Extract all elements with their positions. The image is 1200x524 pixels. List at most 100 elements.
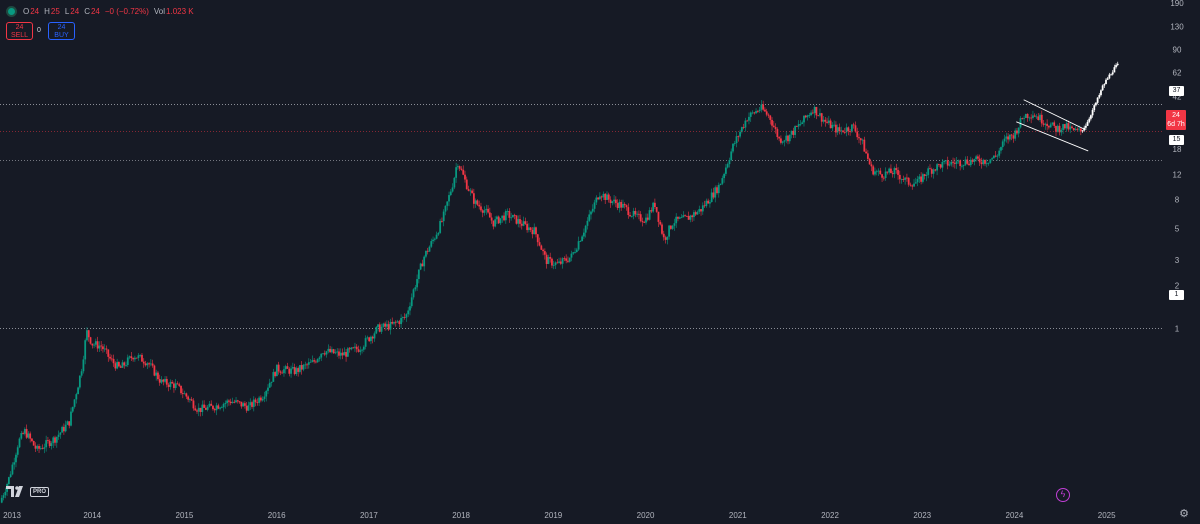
tradingview-logo[interactable]: PRO	[6, 486, 50, 497]
candle-body	[339, 352, 342, 356]
candle-body	[602, 193, 605, 198]
candle-body	[694, 212, 697, 215]
candle-body	[48, 440, 51, 447]
low-label: L	[64, 6, 70, 16]
candle-body	[36, 446, 39, 449]
candle-body	[396, 321, 399, 323]
candle-body	[318, 357, 321, 360]
candle-body	[950, 161, 953, 165]
candle-body	[888, 168, 891, 173]
spread-value: 0	[37, 27, 41, 34]
candle-body	[233, 401, 236, 403]
candle-body	[724, 167, 727, 174]
candle-body	[123, 362, 126, 366]
candle-body	[412, 289, 415, 298]
candle-body	[171, 381, 174, 384]
candle-body	[579, 241, 582, 242]
candle-body	[726, 164, 729, 168]
candle-body	[765, 111, 768, 115]
candle-body	[71, 406, 74, 412]
candle-body	[645, 217, 647, 223]
candle-body	[332, 349, 335, 354]
candle-body	[38, 446, 40, 449]
candle-body	[945, 160, 947, 162]
candle-body	[39, 447, 42, 449]
candle-body	[64, 424, 67, 432]
candle-body	[748, 116, 750, 121]
candle-body	[1056, 125, 1059, 132]
candle-body	[373, 333, 376, 339]
projection-body	[1081, 130, 1084, 132]
candle-body	[641, 221, 644, 223]
candle-body	[364, 338, 367, 347]
candle-body	[405, 314, 408, 318]
projection-body	[1086, 121, 1089, 126]
candle-body	[819, 113, 821, 116]
y-tick-label: 62	[1173, 69, 1182, 78]
candle-body	[11, 464, 14, 475]
candle-body	[18, 438, 21, 448]
candle-body	[236, 400, 239, 402]
candle-countdown: 6d 7h	[1167, 121, 1185, 128]
candle-body	[1012, 135, 1015, 139]
candle-body	[691, 215, 694, 218]
candle-body	[687, 215, 690, 220]
candle-body	[597, 197, 600, 200]
candle-body	[891, 173, 894, 175]
candle-body	[75, 394, 78, 400]
candle-body	[313, 360, 316, 362]
candle-body	[861, 139, 864, 141]
candle-body	[330, 349, 333, 353]
candle-body	[304, 364, 307, 366]
candle-body	[212, 405, 214, 410]
candle-body	[992, 155, 995, 159]
candle-body	[749, 112, 752, 117]
candle-body	[194, 408, 197, 411]
candle-body	[700, 209, 702, 212]
change-value: −0 (−0.72%)	[104, 6, 149, 16]
candle-body	[744, 120, 747, 128]
candle-body	[87, 330, 90, 338]
candle-body	[130, 356, 133, 359]
bolt-icon[interactable]: ϟ	[1056, 488, 1070, 502]
candle-body	[426, 250, 429, 252]
gear-icon[interactable]: ⚙	[1179, 508, 1189, 520]
candle-body	[1005, 136, 1008, 139]
candle-body	[762, 104, 765, 110]
candle-body	[588, 214, 591, 221]
candle-body	[501, 215, 504, 219]
candle-body	[341, 352, 344, 356]
candle-body	[717, 184, 720, 194]
candle-body	[508, 211, 511, 218]
candle-body	[142, 361, 145, 364]
buy-button[interactable]: 24 BUY	[48, 22, 75, 40]
sell-button[interactable]: 24 SELL	[6, 22, 33, 40]
candle-body	[453, 177, 456, 188]
candle-body	[531, 230, 534, 235]
candle-body	[1003, 138, 1006, 142]
candle-body	[442, 211, 445, 222]
x-tick-label: 2024	[1006, 511, 1024, 520]
candle-body	[391, 321, 394, 324]
candle-body	[1023, 118, 1025, 119]
candle-body	[902, 179, 905, 180]
y-tick-label: 130	[1170, 23, 1184, 32]
candle-body	[898, 174, 901, 180]
buy-label: BUY	[54, 32, 69, 39]
candle-body	[701, 205, 704, 212]
candle-body	[174, 383, 177, 388]
candle-body	[1019, 118, 1022, 128]
candle-body	[1001, 141, 1004, 148]
candle-body	[927, 168, 930, 175]
candle-body	[196, 410, 198, 412]
y-tick-label: 42	[1173, 93, 1182, 102]
candle-body	[934, 169, 937, 171]
candle-body	[245, 405, 248, 411]
candle-body	[189, 399, 191, 401]
candle-body	[467, 189, 470, 191]
candle-body	[284, 366, 287, 370]
y-tick-label: 18	[1173, 145, 1182, 154]
candle-body	[249, 402, 252, 406]
candle-body	[1033, 115, 1036, 117]
